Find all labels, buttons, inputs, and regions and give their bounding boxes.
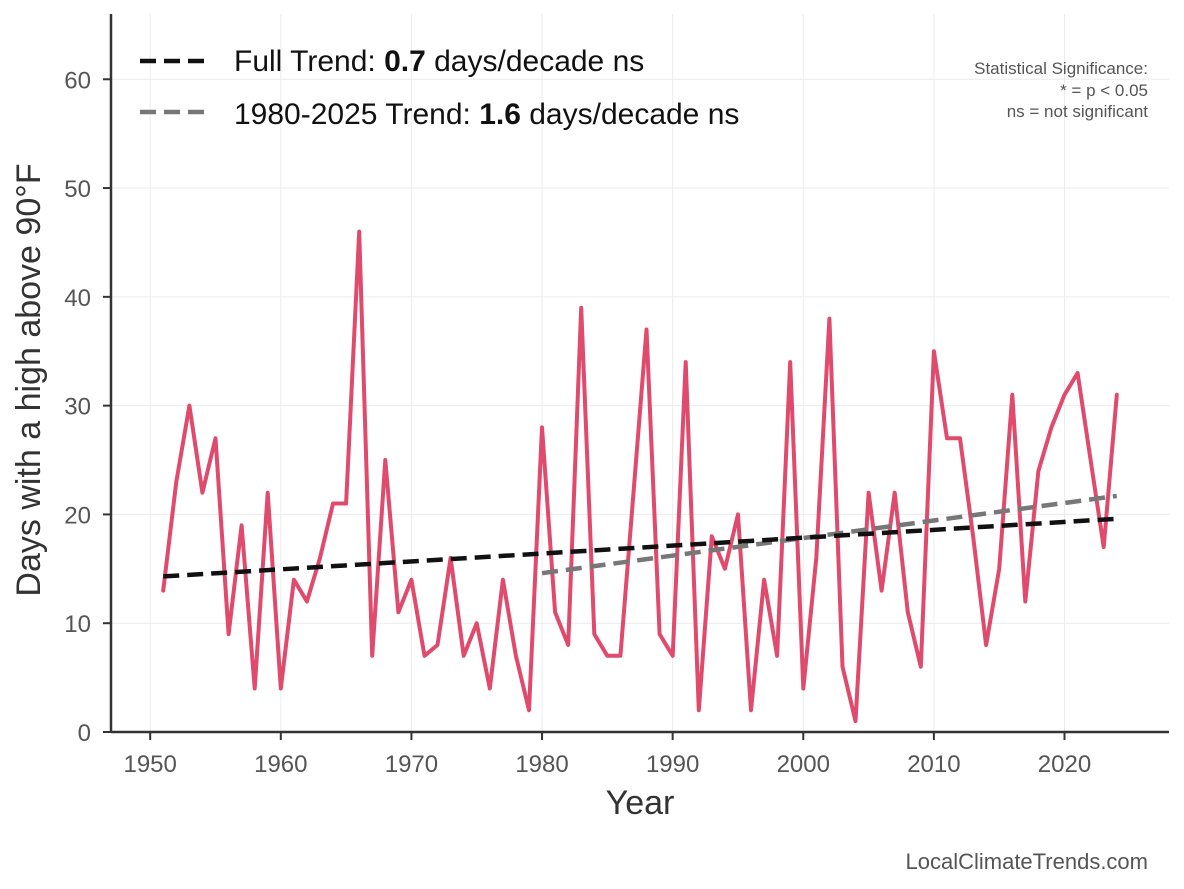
- grid-lines: [111, 14, 1169, 733]
- x-tick-label-2020: 2020: [1038, 751, 1091, 778]
- significance-note: Statistical Significance: * = p < 0.05 n…: [974, 59, 1148, 121]
- trend-lines: [163, 493, 1118, 579]
- y-tick-label-20: 20: [64, 502, 91, 529]
- legend-label-full-trend: Full Trend: 0.7 days/decade ns: [234, 45, 644, 78]
- y-axis-title: Days with a high above 90°F: [10, 163, 48, 596]
- x-tick-label-1970: 1970: [385, 751, 438, 778]
- series-line-0: [161, 229, 1119, 724]
- x-tick-label-2000: 2000: [777, 751, 830, 778]
- significance-note-line-1: Statistical Significance:: [974, 59, 1148, 78]
- y-tick-label-10: 10: [64, 611, 91, 638]
- y-tick-label-60: 60: [64, 67, 91, 94]
- x-tick-label-1950: 1950: [123, 751, 176, 778]
- legend-label-recent-trend: 1980-2025 Trend: 1.6 days/decade ns: [234, 98, 739, 131]
- y-tick-label-50: 50: [64, 176, 91, 203]
- y-tick-label-0: 0: [78, 720, 91, 747]
- axis-ticks: 1950 1960 1970 1980 1990 2000 2010 2020 0 10 20 30 4…: [64, 67, 1091, 778]
- x-axis-title: Year: [606, 784, 675, 822]
- significance-note-line-3: ns = not significant: [1007, 102, 1149, 121]
- data-series: [161, 229, 1119, 724]
- x-tick-label-1990: 1990: [646, 751, 699, 778]
- x-tick-label-1960: 1960: [254, 751, 307, 778]
- x-tick-label-2010: 2010: [907, 751, 960, 778]
- site-credit: LocalClimateTrends.com: [906, 849, 1149, 874]
- x-tick-label-1980: 1980: [515, 751, 568, 778]
- significance-note-line-2: * = p < 0.05: [1060, 81, 1148, 100]
- legend: Full Trend: 0.7 days/decade ns 1980-2025…: [140, 45, 739, 131]
- full-trend-line: [163, 516, 1117, 579]
- recent-trend-line: [541, 493, 1118, 576]
- y-tick-label-40: 40: [64, 285, 91, 312]
- axes: [109, 14, 1169, 734]
- y-tick-label-30: 30: [64, 394, 91, 421]
